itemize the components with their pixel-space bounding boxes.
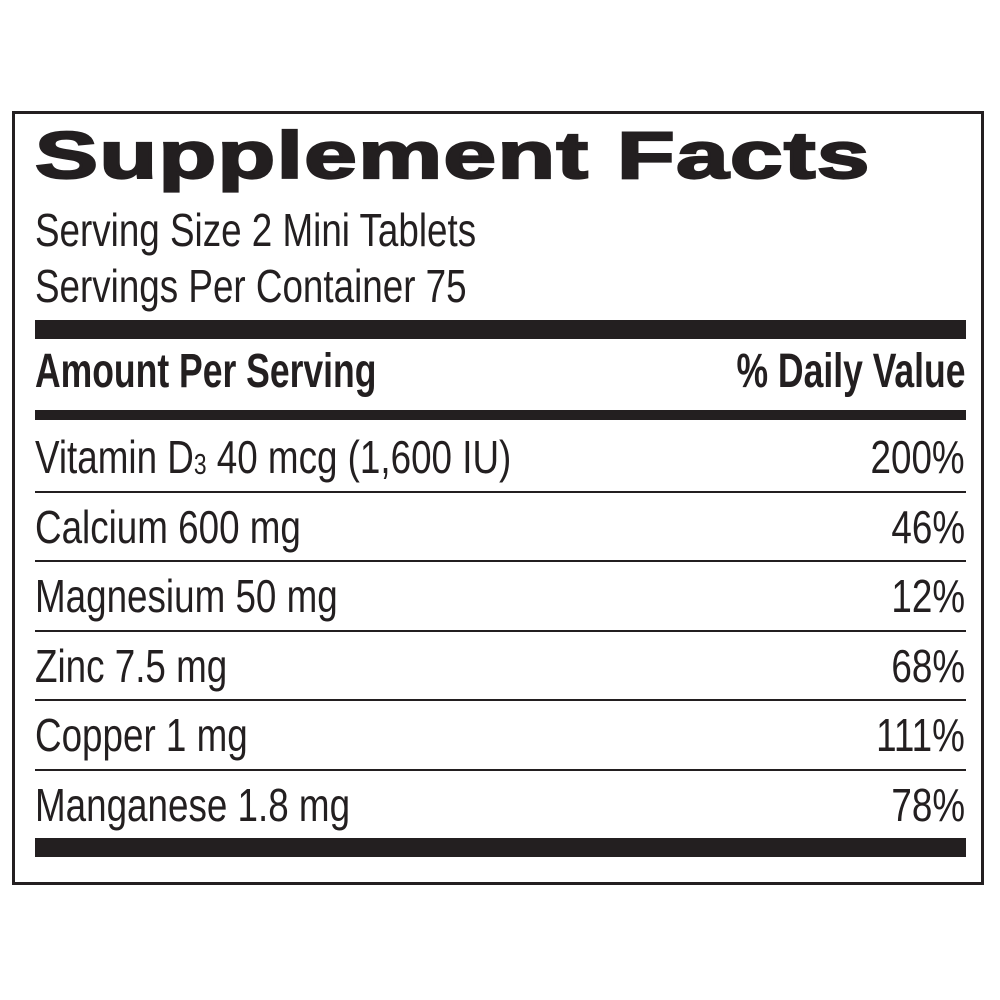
nutrient-row-name: Vitamin D3 40 mcg (1,600 IU): [35, 434, 511, 480]
bottom-thick-divider: [35, 838, 966, 857]
nutrient-daily-value: 200%: [870, 431, 965, 483]
medium-divider: [35, 410, 966, 420]
supplement-facts-panel: [12, 111, 984, 885]
nutrient-row-name: Zinc 7.5 mg: [35, 640, 228, 692]
nutrient-name: Vitamin D: [35, 431, 194, 483]
nutrient-amount: 40 mcg (1,600 IU): [206, 431, 512, 483]
amount-per-serving-header: Amount Per Serving: [35, 345, 377, 398]
nutrient-daily-value: 111%: [876, 709, 965, 761]
nutrient-subscript: 3: [193, 448, 207, 481]
nutrient-daily-value: 46%: [891, 501, 965, 553]
daily-value-header: % Daily Value: [735, 345, 965, 398]
nutrient-row-name: Magnesium 50 mg: [35, 570, 338, 622]
servings-per-container: Servings Per Container 75: [35, 260, 467, 312]
serving-size: Serving Size 2 Mini Tablets: [35, 204, 477, 256]
nutrient-row-name: Copper 1 mg: [35, 709, 248, 761]
thick-divider: [35, 320, 966, 339]
thin-divider: [35, 491, 966, 493]
nutrient-daily-value: 68%: [891, 640, 965, 692]
thin-divider: [35, 769, 966, 771]
nutrient-row-name: Calcium 600 mg: [35, 501, 301, 553]
panel-title: Supplement Facts: [33, 118, 871, 192]
nutrient-daily-value: 12%: [891, 570, 965, 622]
thin-divider: [35, 699, 966, 701]
nutrient-daily-value: 78%: [891, 779, 965, 831]
thin-divider: [35, 560, 966, 562]
nutrient-row-name: Manganese 1.8 mg: [35, 779, 351, 831]
thin-divider: [35, 630, 966, 632]
